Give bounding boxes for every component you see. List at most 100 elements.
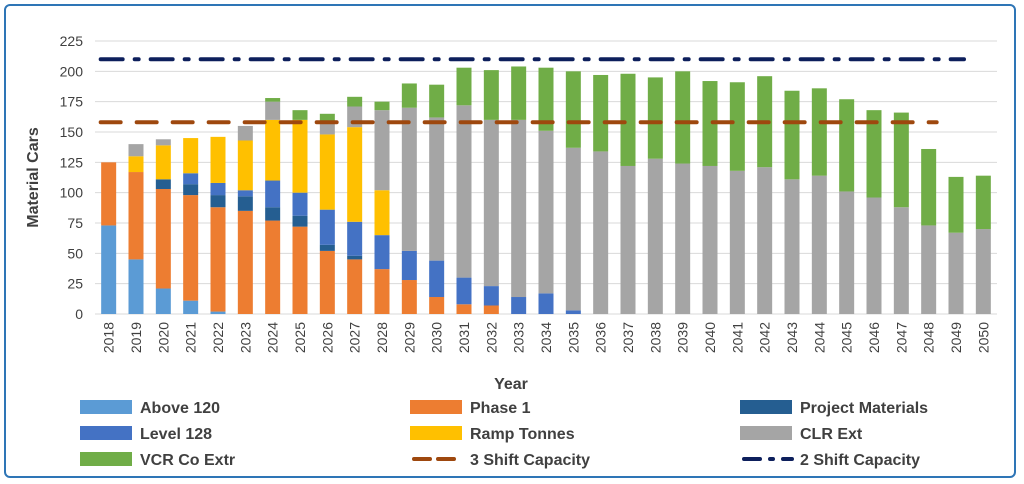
x-tick-label: 2033 [511, 322, 527, 353]
bar-segment [511, 119, 527, 298]
bar-segment [237, 140, 253, 191]
x-tick-label: 2040 [702, 322, 718, 353]
bar-segment [620, 165, 636, 314]
bar-segment [292, 119, 308, 193]
x-tick-label: 2029 [401, 322, 417, 353]
x-tick-label: 2018 [101, 322, 117, 353]
bar-segment [183, 184, 199, 196]
bar-segment [429, 260, 445, 298]
bar-segment [921, 225, 937, 314]
bar-segment [292, 215, 308, 227]
x-tick-label: 2044 [811, 322, 827, 353]
bar-segment [456, 105, 472, 278]
x-tick-label: 2049 [948, 322, 964, 353]
bar-segment [483, 305, 499, 314]
bar-segment [292, 192, 308, 216]
bar-segment [839, 99, 855, 192]
bar-segment [319, 250, 335, 314]
bar-segment [647, 77, 663, 159]
bar-segment [128, 144, 144, 157]
bar-segment [155, 189, 171, 289]
legend-swatch [80, 452, 132, 466]
x-tick-label: 2030 [429, 322, 445, 353]
bar-segment [866, 110, 882, 198]
bar-segment [538, 293, 554, 314]
bar-segment [784, 90, 800, 180]
bar-segment [948, 176, 964, 233]
y-tick-label: 125 [60, 154, 84, 170]
bar-segment [757, 167, 773, 314]
legend-label: Project Materials [800, 400, 928, 417]
bar-segment [347, 255, 363, 260]
x-tick-label: 2025 [292, 322, 308, 353]
x-tick-label: 2037 [620, 322, 636, 353]
bar-segment [183, 173, 199, 185]
bar-segment [675, 163, 691, 314]
bar-segment [210, 207, 226, 312]
legend-swatch [410, 400, 462, 414]
bar-segment [702, 165, 718, 314]
y-axis-label: Material Cars [25, 127, 42, 228]
x-tick-label: 2041 [729, 322, 745, 353]
bar-segment [265, 220, 281, 314]
legend-label: 2 Shift Capacity [800, 452, 920, 469]
bar-segment [647, 158, 663, 314]
bar-segment [237, 196, 253, 211]
x-tick-label: 2019 [128, 322, 144, 353]
x-tick-label: 2045 [839, 322, 855, 353]
x-tick-label: 2047 [893, 322, 909, 353]
bar-segment [374, 101, 390, 111]
bar-segment [565, 310, 581, 314]
x-tick-label: 2021 [183, 322, 199, 353]
bar-segment [210, 195, 226, 208]
bar-segment [210, 136, 226, 183]
bar-segment [128, 172, 144, 260]
x-tick-label: 2026 [319, 322, 335, 353]
bar-segment [511, 66, 527, 120]
x-tick-label: 2028 [374, 322, 390, 353]
x-tick-label: 2050 [975, 322, 991, 353]
bar-segment [374, 190, 390, 236]
x-tick-label: 2035 [565, 322, 581, 353]
y-tick-label: 0 [75, 306, 83, 322]
bar-segment [347, 127, 363, 222]
bar-segment [374, 235, 390, 270]
bar-segment [538, 130, 554, 294]
legend-label: Phase 1 [470, 400, 531, 417]
bar-segment [265, 207, 281, 221]
legend-label: Level 128 [140, 426, 212, 443]
bar-segment [483, 119, 499, 287]
bar-segment [347, 259, 363, 314]
bar-segment [319, 244, 335, 251]
y-tick-label: 100 [60, 185, 84, 201]
x-tick-label: 2042 [757, 322, 773, 353]
bar-segment [975, 229, 991, 314]
bar-segment [948, 232, 964, 314]
bar-segment [128, 156, 144, 173]
bar-segment [401, 107, 417, 251]
x-tick-label: 2038 [647, 322, 663, 353]
bar-segment [183, 138, 199, 174]
bar-segment [511, 297, 527, 314]
legend-label: CLR Ext [800, 426, 863, 443]
y-tick-label: 25 [67, 276, 83, 292]
bar-segment [237, 125, 253, 141]
bar-segment [319, 209, 335, 245]
bar-segment [593, 151, 609, 314]
bar-segment [429, 297, 445, 314]
x-tick-label: 2048 [921, 322, 937, 353]
x-tick-label: 2039 [675, 322, 691, 353]
bar-segment [729, 170, 745, 314]
bar-segment [729, 82, 745, 171]
legend-swatch [80, 426, 132, 440]
bar-segment [483, 70, 499, 120]
x-tick-label: 2036 [593, 322, 609, 353]
bar-segment [565, 71, 581, 148]
bar-segment [620, 73, 636, 166]
legend-swatch [410, 426, 462, 440]
bar-segment [593, 74, 609, 152]
bar-segment [784, 179, 800, 314]
bar-segment [893, 112, 909, 208]
x-axis-label: Year [494, 376, 528, 393]
